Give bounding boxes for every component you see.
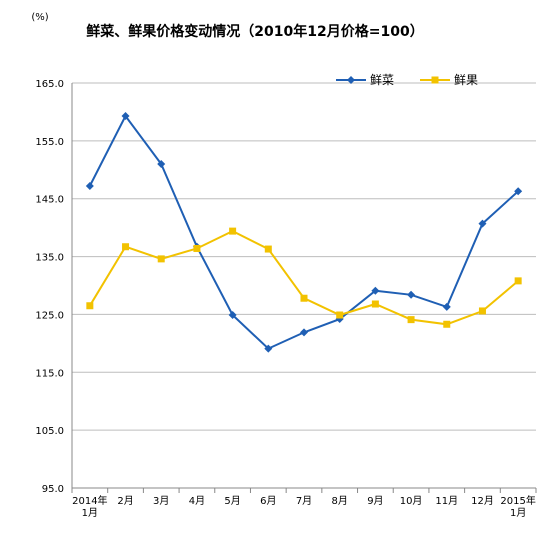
- x-tick-label-line: 1月: [510, 507, 526, 519]
- x-tick-label-line: 6月: [260, 495, 276, 507]
- data-point-diamond: [264, 344, 273, 353]
- grid-lines: [72, 82, 536, 431]
- y-tick-label: 145.0: [35, 195, 64, 206]
- data-point-diamond: [121, 111, 130, 120]
- y-tick-label: 95.0: [42, 484, 64, 495]
- x-tick-label-line: 3月: [153, 495, 169, 507]
- x-tick-label-line: 7月: [296, 495, 312, 507]
- x-tick-label-line: 11月: [435, 495, 458, 507]
- data-point-diamond: [228, 311, 237, 320]
- x-tick-label: 5月: [224, 495, 240, 507]
- x-tick-label: 11月: [435, 495, 458, 507]
- data-point-diamond: [442, 302, 451, 311]
- data-point-square: [514, 277, 522, 285]
- y-tick-label: 135.0: [35, 253, 64, 264]
- legend-marker-square: [431, 76, 439, 84]
- series-line: [88, 114, 519, 350]
- y-tick-label: 115.0: [35, 368, 64, 379]
- x-tick-label-line: 12月: [471, 495, 494, 507]
- x-tick-label: 2015年 1月: [500, 494, 535, 519]
- data-point-square: [371, 300, 379, 308]
- data-point-square: [264, 245, 272, 253]
- data-point-diamond: [407, 290, 416, 299]
- data-point-diamond: [371, 286, 380, 295]
- legend-label: 鲜果: [454, 73, 478, 87]
- axes: [71, 83, 537, 493]
- data-point-diamond: [300, 328, 308, 337]
- x-tick-label: 12月: [471, 495, 494, 507]
- x-tick-label-line: 2月: [117, 495, 133, 507]
- data-point-square: [122, 243, 130, 251]
- x-tick-label: 3月: [153, 495, 169, 507]
- data-point-square: [478, 307, 486, 315]
- x-tick-label-line: 5月: [224, 495, 240, 507]
- x-tick-label-line: 1月: [82, 507, 98, 519]
- x-tick-label: 10月: [400, 495, 423, 507]
- data-point-square: [407, 316, 415, 324]
- x-tick-label-line: 9月: [367, 495, 383, 507]
- y-tick-labels: 165.0 155.0 145.0 135.0 125.0 115.0 105.0 95.0: [35, 79, 64, 495]
- x-tick-label: 2014年 1月: [72, 494, 107, 519]
- chart-title: 鲜菜、鲜果价格变动情况（2010年12月价格=100）: [86, 23, 423, 40]
- x-tick-label-line: 4月: [189, 495, 205, 507]
- y-tick-label: 165.0: [35, 79, 64, 90]
- data-point-square: [336, 311, 344, 319]
- x-tick-label: 2月: [117, 495, 133, 507]
- x-tick-label-line: 2015年: [500, 494, 535, 507]
- data-point-square: [300, 294, 308, 302]
- y-tick-label: 125.0: [35, 310, 64, 321]
- x-tick-label-line: 2014年: [72, 494, 107, 507]
- data-point-square: [229, 227, 237, 235]
- legend-label: 鲜菜: [370, 73, 394, 87]
- data-point-diamond: [157, 160, 166, 168]
- legend: 鲜菜 鲜果: [336, 73, 478, 87]
- y-tick-label: 105.0: [35, 426, 64, 437]
- series: [85, 111, 523, 353]
- x-tick-label: 7月: [296, 495, 312, 507]
- data-point-square: [86, 302, 94, 310]
- x-tick-label-line: 10月: [400, 495, 423, 507]
- x-tick-label-line: 8月: [332, 495, 348, 507]
- data-point-diamond: [85, 181, 94, 190]
- x-tick-label: 6月: [260, 495, 276, 507]
- y-tick-label: 155.0: [35, 137, 64, 148]
- data-point-diamond: [478, 219, 487, 228]
- data-point-square: [443, 320, 451, 328]
- x-tick-label: 9月: [367, 495, 383, 507]
- x-tick-label: 4月: [189, 495, 205, 507]
- data-point-diamond: [514, 187, 523, 196]
- x-tick-label: 8月: [332, 495, 348, 507]
- data-point-square: [157, 255, 165, 263]
- y-axis-unit: (%): [31, 12, 48, 23]
- data-point-square: [193, 244, 201, 252]
- series-line: [88, 229, 519, 326]
- legend-marker-diamond: [347, 76, 355, 84]
